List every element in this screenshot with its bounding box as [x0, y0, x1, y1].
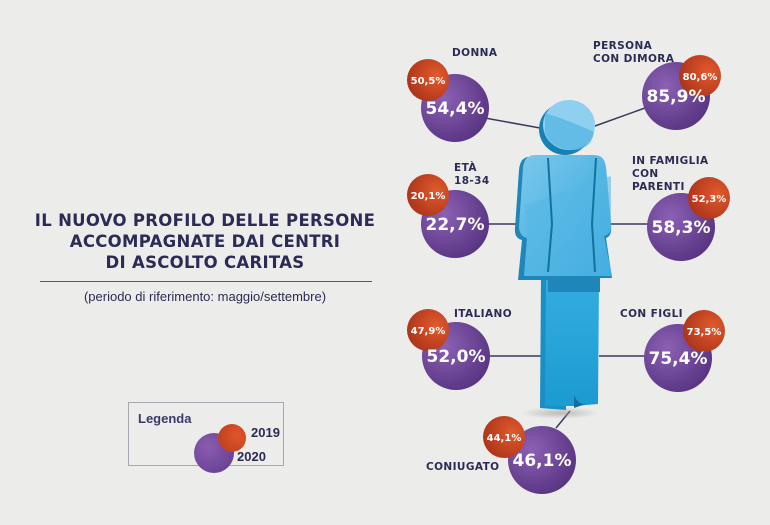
category-label: 18-34 — [454, 175, 490, 187]
legend-title: Legenda — [138, 411, 192, 426]
category-label: ITALIANO — [454, 308, 512, 320]
bubble-2019 — [407, 174, 449, 216]
category-label: IN FAMIGLIA — [632, 155, 709, 167]
value-2019: 73,5% — [687, 327, 722, 338]
connector-line — [594, 107, 646, 127]
legend-2020-label: 2020 — [237, 449, 266, 464]
title-line-1: IL NUOVO PROFILO DELLE PERSONE — [34, 211, 376, 230]
bubble-2019 — [407, 59, 449, 101]
category-label: CON FIGLI — [620, 308, 683, 320]
legend-2019-swatch — [218, 424, 246, 452]
category-label: PARENTI — [632, 181, 685, 193]
profile-item: 54,4% 50,5% DONNA — [407, 47, 498, 142]
subtitle: (periodo di riferimento: maggio/settembr… — [83, 289, 327, 304]
category-label: ETÀ — [454, 161, 477, 174]
bubble-2020 — [508, 426, 576, 494]
connector-line — [484, 117, 541, 129]
page-title: IL NUOVO PROFILO DELLE PERSONE ACCOMPAGN… — [20, 210, 390, 273]
legend: Legenda 2019 2020 — [128, 402, 284, 473]
category-label: DONNA — [452, 47, 498, 59]
title-divider — [40, 281, 372, 282]
value-2020: 52,0% — [427, 347, 486, 367]
value-2019: 80,6% — [683, 72, 718, 83]
bubble-2019 — [683, 310, 725, 352]
bubble-2019 — [679, 55, 721, 97]
person-figure-icon — [514, 100, 612, 419]
value-2019: 50,5% — [411, 76, 446, 87]
value-2020: 22,7% — [426, 215, 485, 235]
title-line-2: ACCOMPAGNATE DAI CENTRI — [69, 232, 341, 251]
value-2019: 52,3% — [692, 194, 727, 205]
value-2020: 85,9% — [647, 87, 706, 107]
value-2019: 47,9% — [411, 326, 446, 337]
legend-2019-label: 2019 — [251, 425, 280, 440]
value-2019: 44,1% — [487, 433, 522, 444]
category-label: CON DIMORA — [593, 53, 675, 65]
bubble-2019 — [483, 416, 525, 458]
profile-item: 75,4% 73,5% CON FIGLI — [620, 308, 725, 392]
value-2019: 20,1% — [411, 191, 446, 202]
value-2020: 54,4% — [426, 99, 485, 119]
value-2020: 58,3% — [652, 218, 711, 238]
category-label: CONIUGATO — [426, 461, 499, 473]
category-label: PERSONA — [593, 40, 653, 52]
value-2020: 46,1% — [513, 451, 572, 471]
bubble-2019 — [407, 309, 449, 351]
title-line-3: DI ASCOLTO CARITAS — [105, 253, 305, 272]
profile-item: 52,0% 47,9% ITALIANO — [407, 308, 512, 390]
bubble-2019 — [688, 177, 730, 219]
category-label: CON — [632, 168, 659, 180]
profile-item: 46,1% 44,1% CONIUGATO — [426, 416, 576, 494]
value-2020: 75,4% — [649, 349, 708, 369]
